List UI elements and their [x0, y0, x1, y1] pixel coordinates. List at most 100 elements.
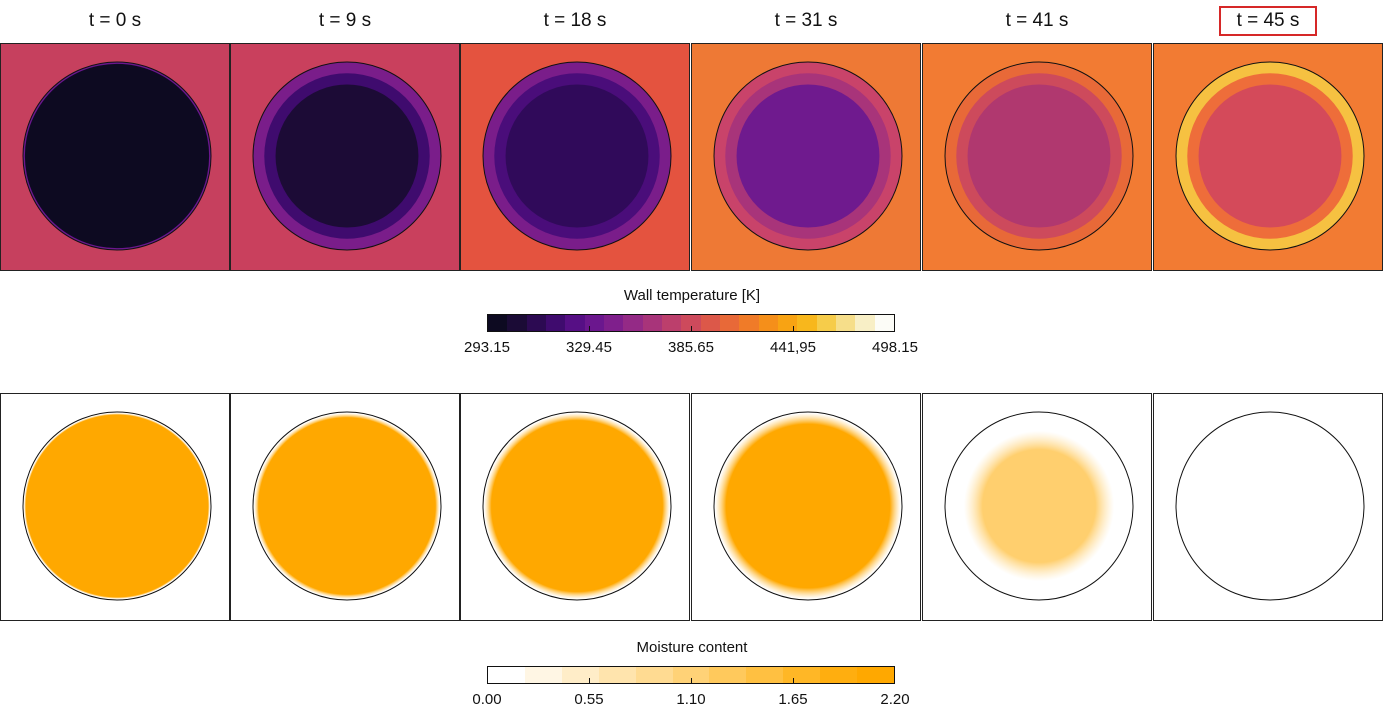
moisture-field	[944, 411, 1134, 601]
time-label-text: t = 45 s	[1218, 6, 1318, 36]
colorbar-segment	[635, 667, 673, 683]
colorbar-segment	[855, 315, 875, 331]
colorbar-segment	[598, 667, 636, 683]
time-label-text: t = 31 s	[774, 10, 838, 31]
colorbar-segment	[783, 667, 821, 683]
moisture-core	[254, 413, 440, 599]
temperature-ring	[967, 84, 1111, 228]
colorbar-tick-label: 385.65	[668, 339, 714, 356]
particle-outline	[1175, 411, 1365, 601]
colorbar-tick	[690, 678, 692, 684]
colorbar-segment	[746, 667, 784, 683]
moisture-panel	[460, 393, 690, 621]
time-label: t = 18 s	[460, 10, 690, 32]
colorbar-segment	[816, 315, 836, 331]
moisture-row	[0, 393, 1384, 623]
colorbar-segment	[661, 315, 682, 331]
colorbar-segment	[623, 315, 643, 331]
moisture-core	[715, 413, 901, 599]
moisture-field	[252, 411, 442, 601]
particle-outline	[252, 61, 442, 251]
moisture-field	[482, 411, 672, 601]
temperature-panel	[0, 43, 230, 271]
colorbar-segment	[835, 315, 856, 331]
time-label: t = 45 s	[1153, 6, 1383, 36]
particle-outline	[713, 411, 903, 601]
colorbar-segment	[874, 315, 894, 331]
moisture-field	[713, 411, 903, 601]
colorbar-segment	[758, 315, 778, 331]
colorbar-segment	[797, 315, 817, 331]
temperature-field	[944, 61, 1134, 251]
temperature-ring	[505, 84, 649, 228]
colorbar-tick-label: 441,95	[770, 339, 816, 356]
moisture-core	[963, 430, 1115, 582]
colorbar-tick	[792, 678, 794, 684]
moisture-core	[1177, 413, 1363, 599]
time-label-text: t = 18 s	[543, 10, 607, 31]
time-label: t = 9 s	[230, 10, 460, 32]
particle-outline	[482, 61, 672, 251]
particle-outline	[713, 61, 903, 251]
moisture-colorbar-title: Moisture content	[636, 639, 748, 656]
colorbar-tick-label: 1.10	[676, 691, 706, 708]
particle-outline	[22, 411, 212, 601]
temperature-ring	[1198, 84, 1342, 228]
colorbar-tick-label: 0.55	[574, 691, 604, 708]
temperature-field	[1175, 61, 1365, 251]
particle-outline	[22, 61, 212, 251]
temperature-field	[482, 61, 672, 251]
temperature-panel	[691, 43, 921, 271]
temperature-colorbar-title: Wall temperature [K]	[623, 287, 761, 304]
moisture-core	[24, 413, 210, 599]
moisture-panel	[0, 393, 230, 621]
colorbar-tick	[690, 326, 692, 332]
moisture-field	[1175, 411, 1365, 601]
colorbar-segment	[672, 667, 710, 683]
colorbar-tick	[588, 326, 590, 332]
moisture-panel	[922, 393, 1152, 621]
colorbar-segment	[526, 315, 546, 331]
colorbar-tick-label: 2.20	[880, 691, 910, 708]
moisture-panel	[691, 393, 921, 621]
colorbar-segment	[488, 667, 525, 683]
colorbar-segment	[642, 315, 662, 331]
colorbar-segment	[739, 315, 759, 331]
colorbar-tick-label: 329.45	[566, 339, 612, 356]
moisture-panel	[230, 393, 460, 621]
temperature-field	[22, 61, 212, 251]
colorbar-tick-label: 293.15	[464, 339, 510, 356]
moisture-core	[484, 413, 670, 599]
colorbar-segment	[561, 667, 599, 683]
particle-outline	[482, 411, 672, 601]
colorbar-segment	[681, 315, 701, 331]
particle-outline	[944, 411, 1134, 601]
temperature-field	[252, 61, 442, 251]
colorbar-segment	[524, 667, 562, 683]
colorbar-segment	[700, 315, 720, 331]
time-label: t = 31 s	[691, 10, 921, 32]
time-label: t = 41 s	[922, 10, 1152, 32]
colorbar-segment	[545, 315, 566, 331]
colorbar-segment	[857, 667, 894, 683]
colorbar-segment	[709, 667, 747, 683]
particle-outline	[944, 61, 1134, 251]
colorbar-segment	[719, 315, 740, 331]
temperature-panel	[922, 43, 1152, 271]
colorbar-segment	[777, 315, 798, 331]
temperature-panel	[230, 43, 460, 271]
temperature-ring	[736, 84, 880, 228]
temperature-panel	[1153, 43, 1383, 271]
colorbar-tick-label: 1.65	[778, 691, 808, 708]
colorbar-segment	[820, 667, 858, 683]
time-label-text: t = 41 s	[1005, 10, 1069, 31]
particle-outline	[252, 411, 442, 601]
time-label-text: t = 0 s	[88, 10, 142, 31]
temperature-ring	[24, 63, 210, 249]
colorbar-segment	[603, 315, 624, 331]
temperature-row	[0, 43, 1384, 273]
temperature-ring	[275, 84, 419, 228]
moisture-field	[22, 411, 212, 601]
particle-outline	[1175, 61, 1365, 251]
colorbar-tick-label: 0.00	[472, 691, 502, 708]
